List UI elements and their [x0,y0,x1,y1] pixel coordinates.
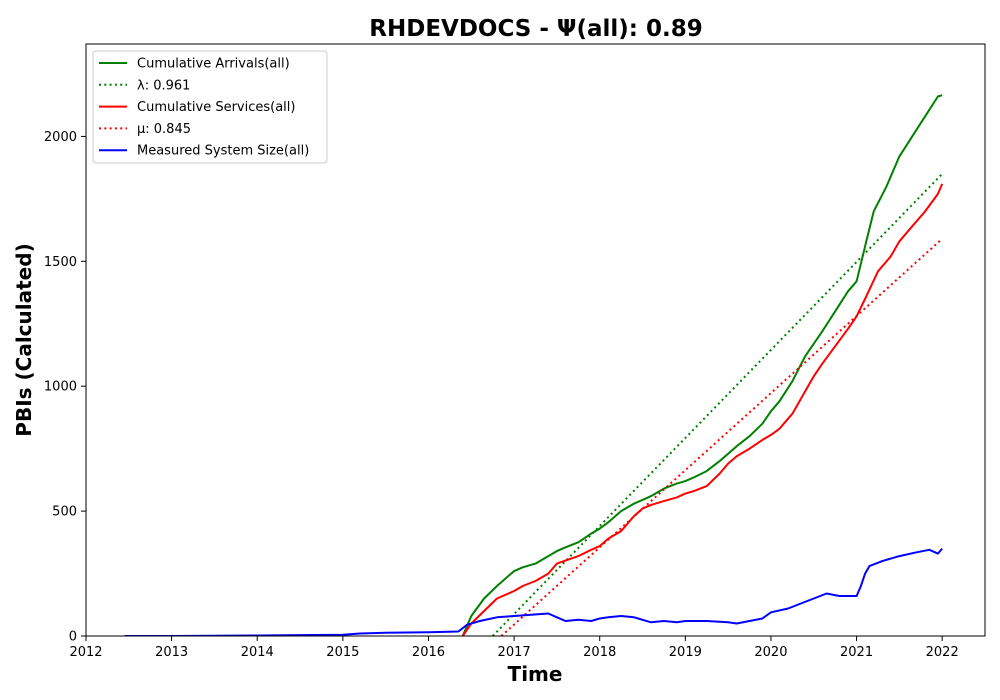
x-tick-label: 2015 [326,645,359,660]
y-axis: 0 500 1000 1500 2000 [44,130,86,645]
x-tick-label: 2014 [241,645,274,660]
series-line [491,173,943,636]
x-axis-title: Time [508,662,563,686]
legend-label: Cumulative Services(all) [137,100,295,115]
plot-frame [85,43,986,637]
x-tick-label: 2021 [840,645,873,660]
series-line [124,547,943,636]
x-tick-label: 2020 [754,645,787,660]
y-tick-label: 1000 [44,380,77,395]
x-tick-label: 2012 [69,645,102,660]
x-tick-label: 2022 [926,645,959,660]
legend-label: μ: 0.845 [137,122,191,137]
x-axis: 2012 2013 2014 2015 2016 2017 2018 2019 2020 2021… [69,636,959,660]
x-tick-label: 2013 [155,645,188,660]
y-tick-label: 1500 [44,255,77,270]
series-line [461,94,943,636]
x-tick-label: 2016 [412,645,445,660]
plot-area [124,94,944,636]
chart-title: RHDEVDOCS - Ψ(all): 0.89 [369,16,702,42]
y-axis-title: PBIs (Calculated) [12,243,36,436]
legend-box [92,50,328,164]
x-tick-label: 2018 [583,645,616,660]
legend: Cumulative Arrivals(all) λ: 0.961 Cumulati… [92,50,328,164]
series-line [461,183,944,636]
series-line [500,238,943,636]
x-tick-label: 2017 [498,645,531,660]
legend-label: λ: 0.961 [137,78,190,93]
y-tick-label: 0 [69,630,77,645]
x-tick-label: 2019 [669,645,702,660]
y-tick-label: 500 [52,505,77,520]
y-tick-label: 2000 [44,130,77,145]
legend-label: Measured System Size(all) [137,144,309,159]
legend-label: Cumulative Arrivals(all) [137,57,290,72]
